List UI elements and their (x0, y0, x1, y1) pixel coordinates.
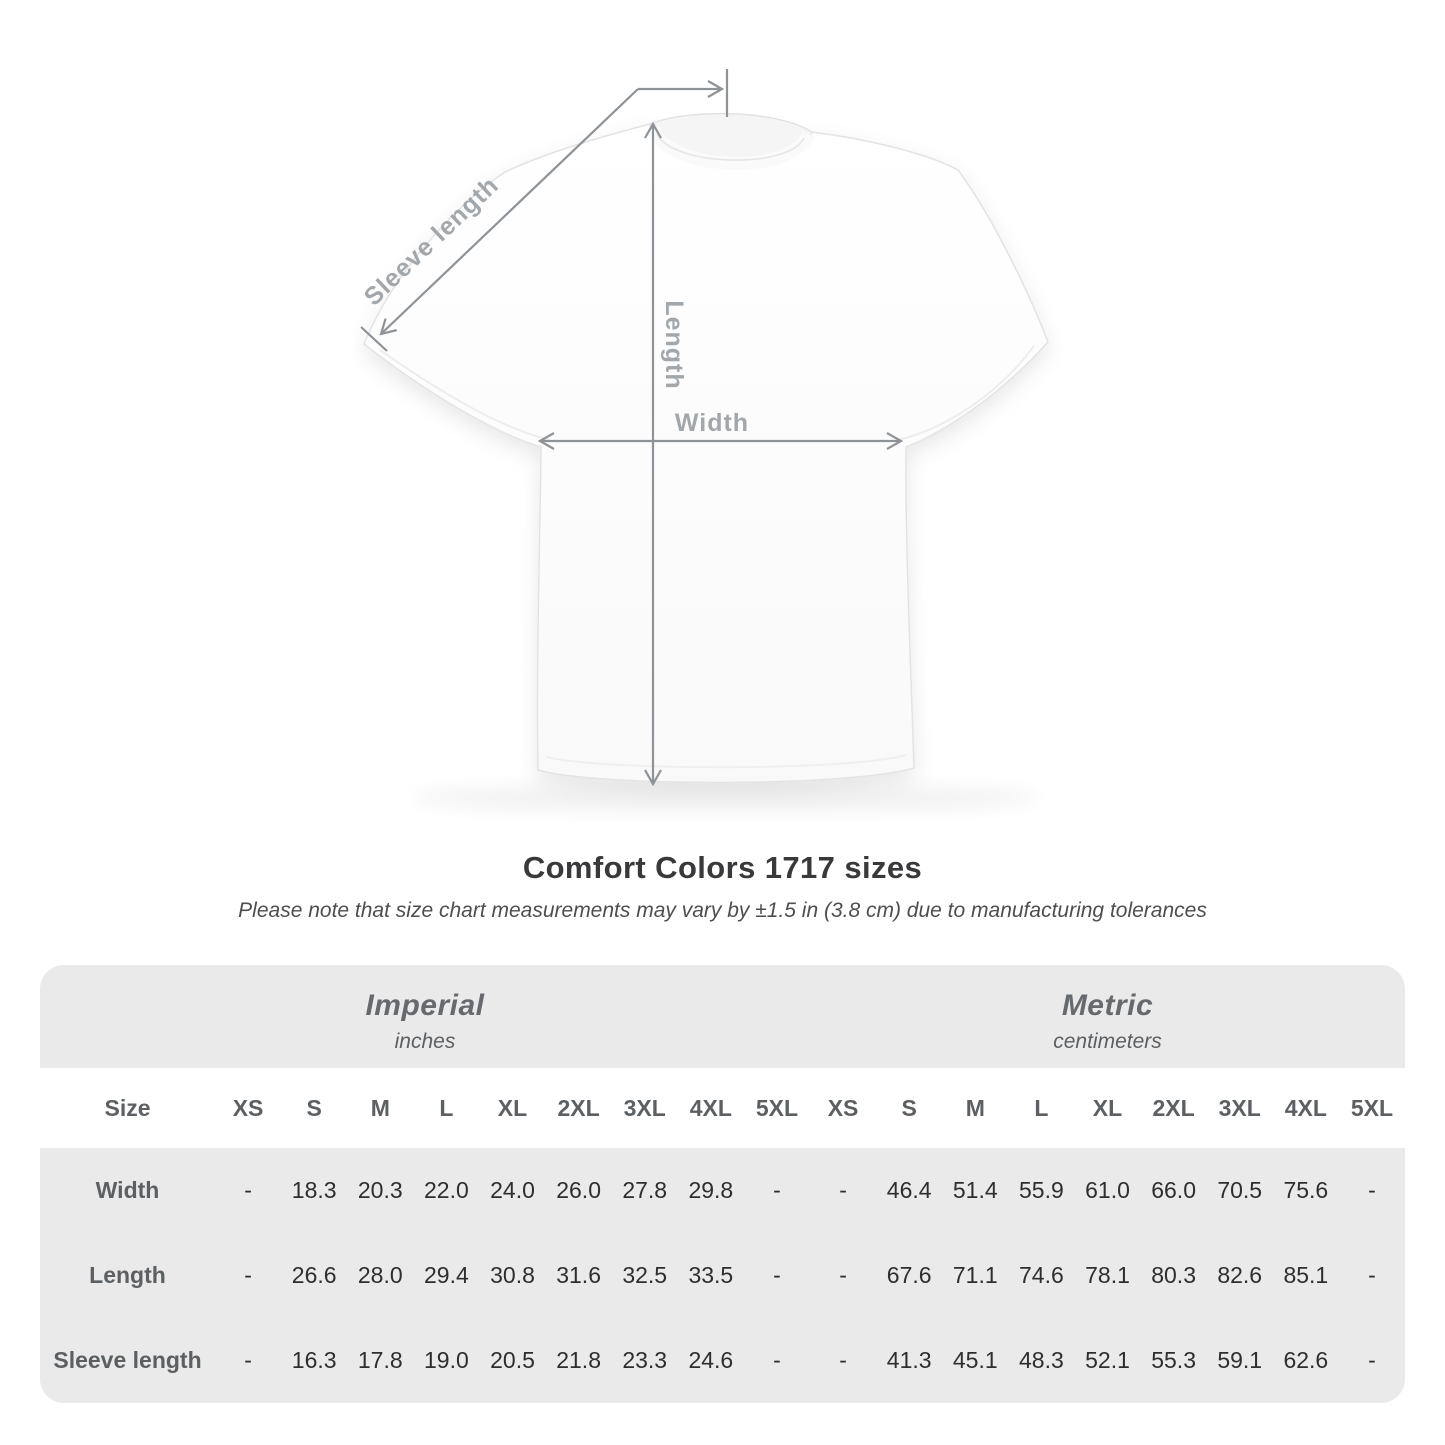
value-cell-imperial: - (244, 1262, 252, 1288)
size-header-imperial-5: 2XL (545, 1068, 612, 1148)
size-header-imperial-1: S (281, 1068, 348, 1148)
value-cell-metric: - (839, 1262, 847, 1288)
imperial-group-title: Imperial (365, 989, 485, 1022)
value-cell-metric: 59.1 (1217, 1347, 1263, 1373)
value-cell-imperial: 20.5 (490, 1347, 535, 1373)
size-header-metric-4: XL (1074, 1068, 1141, 1148)
value-cell-imperial: - (244, 1177, 252, 1203)
page-title: Comfort Colors 1717 sizes (522, 850, 923, 885)
value-cell-imperial: 19.0 (424, 1347, 469, 1373)
measurement-arrows (360, 69, 904, 787)
size-table: Imperial inches Metric centimeters Size XS S M L… (40, 965, 1405, 1403)
value-cell-metric: 51.4 (952, 1177, 998, 1203)
value-cell-metric: 80.3 (1151, 1262, 1196, 1288)
value-cell-metric: 75.6 (1283, 1177, 1329, 1203)
value-cell-imperial: 20.3 (357, 1177, 403, 1203)
value-cell-metric: - (839, 1347, 847, 1373)
value-cell-imperial: 24.6 (688, 1347, 734, 1373)
size-header-imperial-2: M (347, 1068, 414, 1148)
size-column-header: Size (40, 1068, 215, 1148)
value-cell-imperial: 29.4 (424, 1262, 469, 1288)
shirt-ground-shadow (411, 783, 1041, 813)
value-cell-imperial: - (773, 1177, 781, 1203)
size-header-metric-6: 3XL (1206, 1068, 1273, 1148)
value-cell-metric: 55.9 (1019, 1177, 1064, 1203)
value-cell-metric: 70.5 (1217, 1177, 1263, 1203)
value-cell-imperial: 30.8 (490, 1262, 535, 1288)
metric-group-header: Metric centimeters (810, 965, 1405, 1068)
value-cell-imperial: 24.0 (490, 1177, 535, 1203)
value-cell-metric: 46.4 (886, 1177, 932, 1203)
value-cell-metric: - (1368, 1262, 1376, 1288)
value-cell-imperial: 28.0 (357, 1262, 403, 1288)
value-cell-metric: 67.6 (886, 1262, 932, 1288)
value-cell-imperial: 16.3 (291, 1347, 337, 1373)
size-header-metric-1: S (876, 1068, 943, 1148)
heading: Comfort Colors 1717 sizes Please note th… (0, 850, 1445, 923)
size-header-imperial-4: XL (479, 1068, 546, 1148)
value-cell-imperial: 33.5 (688, 1262, 734, 1288)
size-header-metric-2: M (942, 1068, 1009, 1148)
tshirt-measurement-diagram: Sleeve length Length Width (359, 69, 1049, 813)
value-cell-imperial: - (773, 1262, 781, 1288)
row-label: Sleeve length (53, 1347, 202, 1373)
imperial-group-header: Imperial inches (40, 965, 810, 1068)
value-cell-imperial: 27.8 (622, 1177, 668, 1203)
tolerance-note: Please note that size chart measurements… (238, 899, 1207, 922)
value-cell-imperial: 17.8 (357, 1347, 403, 1373)
value-cell-imperial: - (244, 1347, 252, 1373)
value-cell-metric: 62.6 (1283, 1347, 1329, 1373)
size-header-imperial-8: 5XL (743, 1068, 810, 1148)
value-cell-imperial: 21.8 (556, 1347, 601, 1373)
value-cell-metric: 55.3 (1151, 1347, 1196, 1373)
value-cell-metric: 71.1 (952, 1262, 998, 1288)
sleeve-length-diagonal (379, 88, 639, 336)
metric-group-title: Metric (1061, 989, 1154, 1022)
size-header-metric-8: 5XL (1338, 1068, 1405, 1148)
value-cell-metric: - (839, 1177, 847, 1203)
value-cell-metric: 52.1 (1085, 1347, 1130, 1373)
value-cell-imperial: 22.0 (424, 1177, 469, 1203)
size-header-metric-0: XS (810, 1068, 877, 1148)
size-header-imperial-6: 3XL (611, 1068, 678, 1148)
value-cell-metric: 74.6 (1019, 1262, 1064, 1288)
value-cell-imperial: 18.3 (291, 1177, 337, 1203)
value-cell-imperial: 23.3 (622, 1347, 668, 1373)
row-label: Length (89, 1262, 166, 1288)
value-cell-imperial: 32.5 (622, 1262, 668, 1288)
value-cell-metric: 48.3 (1019, 1347, 1064, 1373)
size-header-imperial-7: 4XL (677, 1068, 744, 1148)
value-cell-imperial: 26.6 (291, 1262, 337, 1288)
value-cell-metric: - (1368, 1177, 1376, 1203)
value-cell-metric: 82.6 (1217, 1262, 1263, 1288)
value-cell-imperial: 31.6 (556, 1262, 601, 1288)
sleeve-length-start-tick (360, 326, 388, 352)
value-cell-metric: 78.1 (1085, 1262, 1130, 1288)
value-cell-imperial: 26.0 (556, 1177, 601, 1203)
width-label: Width (675, 409, 749, 437)
value-cell-imperial: 29.8 (688, 1177, 734, 1203)
metric-group-unit: centimeters (1053, 1030, 1162, 1053)
value-cell-metric: 85.1 (1283, 1262, 1329, 1288)
value-cell-metric: 45.1 (952, 1347, 998, 1373)
value-cell-metric: 41.3 (886, 1347, 932, 1373)
size-header-metric-7: 4XL (1272, 1068, 1339, 1148)
value-cell-metric: - (1368, 1347, 1376, 1373)
size-header-imperial-3: L (413, 1068, 480, 1148)
value-cell-metric: 66.0 (1151, 1177, 1196, 1203)
size-header-metric-5: 2XL (1140, 1068, 1207, 1148)
row-label: Width (95, 1177, 160, 1203)
imperial-group-unit: inches (394, 1030, 456, 1053)
size-header-metric-3: L (1008, 1068, 1075, 1148)
size-header-imperial-0: XS (215, 1068, 282, 1148)
tshirt-illustration (363, 112, 1049, 784)
value-cell-metric: 61.0 (1085, 1177, 1130, 1203)
value-cell-imperial: - (773, 1347, 781, 1373)
length-label: Length (660, 300, 688, 389)
